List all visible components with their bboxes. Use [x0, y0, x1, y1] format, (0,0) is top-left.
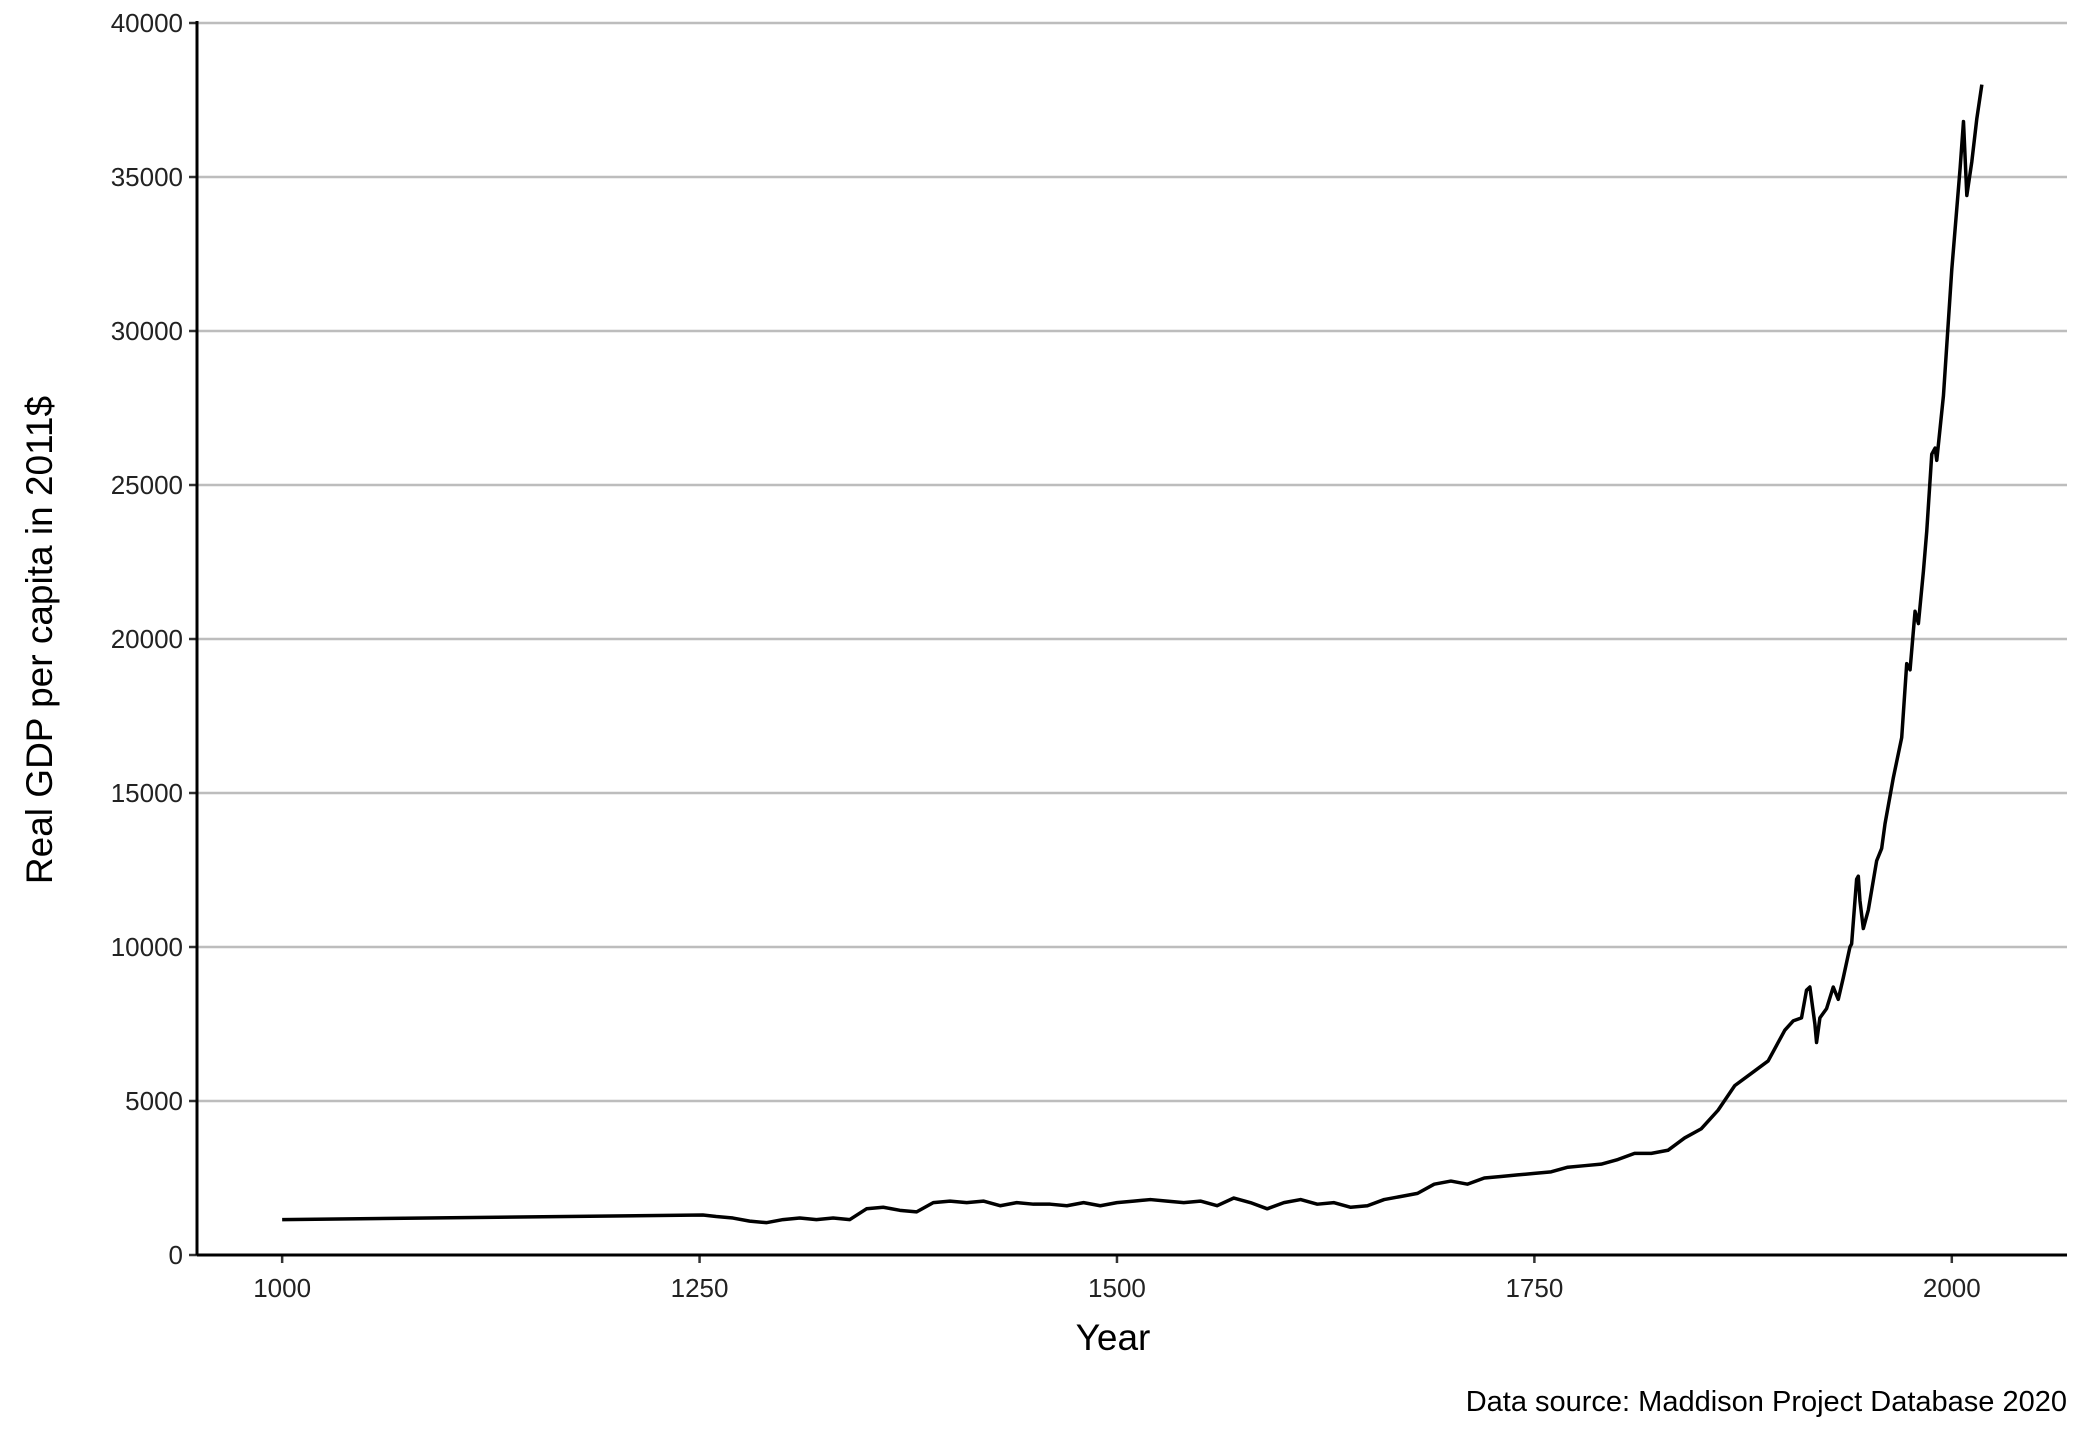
caption: Data source: Maddison Project Database 2…: [1466, 1386, 2067, 1418]
y-tick-label: 40000: [111, 8, 183, 38]
x-tick-label: 1750: [1505, 1273, 1563, 1303]
y-tick-label: 10000: [111, 932, 183, 962]
x-axis-title: Year: [1076, 1317, 1151, 1358]
x-tick-label: 1000: [253, 1273, 311, 1303]
y-tick-label: 30000: [111, 316, 183, 346]
y-tick-label: 15000: [111, 778, 183, 808]
y-axis-title: Real GDP per capita in 2011$: [19, 396, 60, 884]
x-tick-label: 1250: [671, 1273, 729, 1303]
y-tick-label: 25000: [111, 470, 183, 500]
line: [282, 84, 1984, 1225]
x-tick-label: 1500: [1088, 1273, 1146, 1303]
y-tick-label: 0: [169, 1240, 183, 1270]
y-tick-label: 35000: [111, 162, 183, 192]
y-tick-label: 5000: [125, 1086, 183, 1116]
y-tick-label: 20000: [111, 624, 183, 654]
x-tick-label: 2000: [1923, 1273, 1981, 1303]
